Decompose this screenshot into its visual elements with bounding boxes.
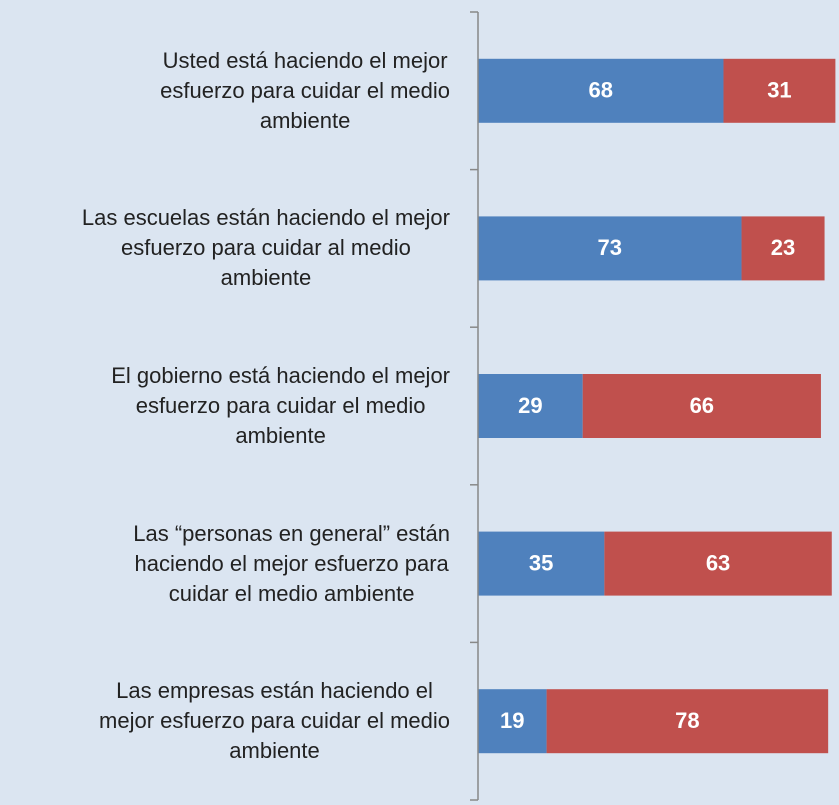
value-label: 68: [588, 78, 612, 103]
value-label: 78: [675, 708, 699, 733]
bar-segment: [478, 531, 605, 596]
bar-segment: [723, 58, 836, 123]
value-label: 66: [690, 393, 714, 418]
bar-segment: [478, 689, 547, 754]
category-label: El gobierno está haciendo el mejor esfue…: [111, 363, 450, 448]
bar-segment: [478, 374, 583, 438]
category-label: Usted está haciendo el mejor esfuerzo pa…: [160, 47, 450, 133]
bar-segment: [741, 216, 825, 281]
category-label-box: El gobierno está haciendo el mejor esfue…: [0, 356, 450, 456]
value-label: 35: [529, 550, 553, 575]
category-label-box: Las “personas en general” están haciendo…: [0, 514, 450, 614]
bar-segment: [478, 58, 724, 123]
value-label: 63: [706, 550, 730, 575]
value-label: 19: [500, 708, 524, 733]
value-label: 23: [771, 235, 795, 260]
value-label: 73: [598, 235, 622, 260]
bar-segment: [546, 689, 829, 754]
category-label-box: Las escuelas están haciendo el mejor esf…: [0, 198, 450, 298]
bar-segment: [604, 531, 832, 596]
category-label: Las empresas están haciendo el mejor esf…: [99, 678, 450, 764]
bar-segment: [478, 216, 742, 281]
value-label: 31: [767, 78, 791, 103]
bar-segment: [582, 374, 821, 438]
category-label-box: Las empresas están haciendo el mejor esf…: [0, 671, 450, 771]
category-label-box: Usted está haciendo el mejor esfuerzo pa…: [0, 41, 450, 141]
category-label: Las “personas en general” están haciendo…: [133, 520, 450, 606]
category-label: Las escuelas están haciendo el mejor esf…: [81, 205, 450, 291]
value-label: 29: [518, 393, 542, 418]
